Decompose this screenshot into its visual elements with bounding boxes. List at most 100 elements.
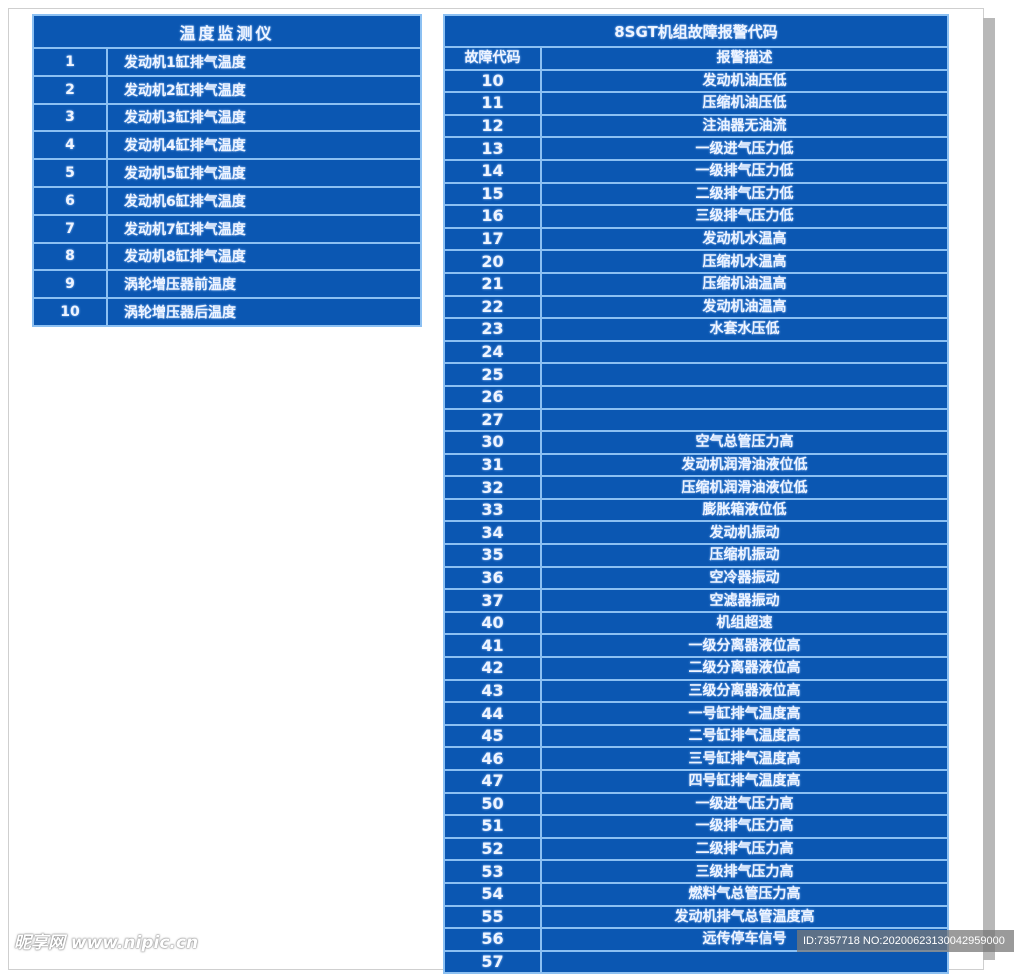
table-row: 10 发动机油压低 (443, 68, 949, 94)
watermark-logo: 昵享网 www.nipic.cn (14, 933, 199, 953)
table-row: 3 发动机3缸排气温度 (32, 102, 422, 133)
fault-code: 30 (443, 430, 542, 455)
alarm-description: 发动机润滑油液位低 (540, 452, 949, 478)
table-row: 53 三级排气压力高 (443, 859, 949, 884)
row-number: 9 (32, 269, 108, 300)
fault-code: 46 (443, 746, 542, 771)
table-row: 55 发动机排气总管温度高 (443, 904, 949, 930)
sensor-description: 发动机4缸排气温度 (106, 130, 422, 161)
alarm-table-title: 8SGT机组故障报警代码 (443, 14, 949, 48)
table-row: 7 发动机7缸排气温度 (32, 213, 422, 244)
table-row: 37 空滤器振动 (443, 588, 949, 613)
alarm-description: 一级排气压力高 (540, 814, 949, 839)
row-number: 10 (32, 297, 108, 327)
alarm-description: 一号缸排气温度高 (540, 701, 949, 726)
row-number: 7 (32, 213, 108, 244)
table-row: 15 二级排气压力低 (443, 181, 949, 207)
alarm-description: 空气总管压力高 (540, 430, 949, 455)
table-row: 22 发动机油温高 (443, 294, 949, 320)
fault-code: 10 (443, 68, 542, 94)
fault-code: 35 (443, 543, 542, 568)
table-row: 51 一级排气压力高 (443, 814, 949, 839)
page-shadow (983, 18, 995, 960)
table-row: 14 一级排气压力低 (443, 158, 949, 184)
fault-code: 15 (443, 181, 542, 207)
sensor-description: 发动机5缸排气温度 (106, 158, 422, 188)
alarm-description: 压缩机油压低 (540, 91, 949, 116)
fault-code: 14 (443, 158, 542, 184)
row-number: 6 (32, 185, 108, 216)
alarm-description: 机组超速 (540, 610, 949, 636)
sensor-description: 涡轮增压器后温度 (106, 297, 422, 327)
fault-code: 12 (443, 113, 542, 139)
table-row: 5 发动机5缸排气温度 (32, 158, 422, 188)
table-row: 6 发动机6缸排气温度 (32, 185, 422, 216)
fault-code: 57 (443, 949, 542, 974)
alarm-description: 三号缸排气温度高 (540, 746, 949, 771)
alarm-description: 压缩机润滑油液位低 (540, 475, 949, 500)
fault-code: 20 (443, 249, 542, 274)
alarm-description: 二级排气压力低 (540, 181, 949, 207)
row-number: 8 (32, 241, 108, 272)
table-row: 2 发动机2缸排气温度 (32, 74, 422, 105)
fault-alarm-code-table: 8SGT机组故障报警代码 故障代码 报警描述 10 发动机油压低 11 压缩机油压低 1… (443, 14, 949, 974)
table-row: 16 三级排气压力低 (443, 204, 949, 229)
fault-code: 25 (443, 362, 542, 387)
temperature-monitor-table: 温度监测仪 1 发动机1缸排气温度 2 发动机2缸排气温度 3 发动机3缸排气温度 4 发动机… (32, 14, 422, 327)
row-number: 2 (32, 74, 108, 105)
fault-code: 42 (443, 656, 542, 681)
table-row: 45 二号缸排气温度高 (443, 723, 949, 749)
table-row: 4 发动机4缸排气温度 (32, 130, 422, 161)
alarm-description: 发动机水温高 (540, 226, 949, 252)
fault-code: 53 (443, 859, 542, 884)
table-row: 21 压缩机油温高 (443, 271, 949, 297)
table-row: 44 一号缸排气温度高 (443, 701, 949, 726)
table-row: 1 发动机1缸排气温度 (32, 47, 422, 77)
fault-code: 33 (443, 497, 542, 523)
fault-code: 32 (443, 475, 542, 500)
table-row: 40 机组超速 (443, 610, 949, 636)
fault-code: 31 (443, 452, 542, 478)
table-row: 35 压缩机振动 (443, 543, 949, 568)
table-row: 30 空气总管压力高 (443, 430, 949, 455)
alarm-description (540, 339, 949, 365)
fault-code: 37 (443, 588, 542, 613)
table-row: 33 膨胀箱液位低 (443, 497, 949, 523)
table-row: 8 发动机8缸排气温度 (32, 241, 422, 272)
fault-code: 55 (443, 904, 542, 930)
alarm-description: 三级排气压力低 (540, 204, 949, 229)
table-row: 17 发动机水温高 (443, 226, 949, 252)
fault-code: 50 (443, 791, 542, 817)
fault-code: 16 (443, 204, 542, 229)
row-number: 1 (32, 47, 108, 77)
fault-code: 41 (443, 633, 542, 659)
table-row: 42 二级分离器液位高 (443, 656, 949, 681)
table-row: 43 三级分离器液位高 (443, 678, 949, 704)
table-row: 46 三号缸排气温度高 (443, 746, 949, 771)
table-row: 27 (443, 407, 949, 433)
alarm-description: 四号缸排气温度高 (540, 769, 949, 794)
row-number: 5 (32, 158, 108, 188)
table-row: 26 (443, 384, 949, 410)
table-row: 52 二级排气压力高 (443, 836, 949, 862)
fault-code: 47 (443, 769, 542, 794)
alarm-description: 发动机振动 (540, 520, 949, 546)
fault-code: 56 (443, 927, 542, 952)
fault-code: 26 (443, 384, 542, 410)
temperature-table-title: 温度监测仪 (32, 14, 422, 49)
sensor-description: 发动机3缸排气温度 (106, 102, 422, 133)
alarm-description: 二级分离器液位高 (540, 656, 949, 681)
table-row: 34 发动机振动 (443, 520, 949, 546)
sensor-description: 发动机1缸排气温度 (106, 47, 422, 77)
alarm-description: 三级分离器液位高 (540, 678, 949, 704)
fault-code: 45 (443, 723, 542, 749)
alarm-description: 三级排气压力高 (540, 859, 949, 884)
alarm-description: 二号缸排气温度高 (540, 723, 949, 749)
table-row: 54 燃料气总管压力高 (443, 881, 949, 907)
table-row: 11 压缩机油压低 (443, 91, 949, 116)
table-row: 24 (443, 339, 949, 365)
alarm-description (540, 949, 949, 974)
fault-code: 51 (443, 814, 542, 839)
alarm-description (540, 384, 949, 410)
fault-code: 23 (443, 317, 542, 342)
